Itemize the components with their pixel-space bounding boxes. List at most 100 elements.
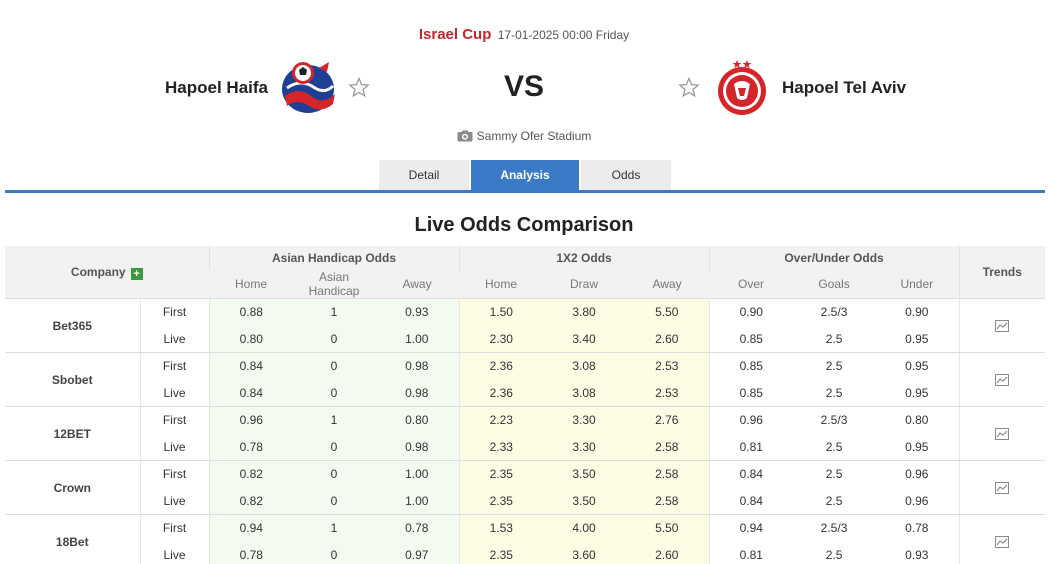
odds-cell-x12-away[interactable]: 2.53 [625,352,710,380]
favorite-away-star-icon[interactable] [677,76,701,100]
odds-cell-ah-away[interactable]: 1.00 [375,460,460,488]
odds-cell-ou-goals[interactable]: 2.5 [793,460,876,488]
odds-cell-ou-under[interactable]: 0.95 [875,433,960,461]
odds-cell-ah-away[interactable]: 0.80 [375,406,460,434]
odds-cell-x12-away[interactable]: 2.53 [625,379,710,407]
odds-cell-x12-draw[interactable]: 3.30 [543,406,626,434]
chart-icon[interactable] [995,428,1010,441]
odds-cell-ou-goals[interactable]: 2.5 [793,379,876,407]
odds-cell-ou-under[interactable]: 0.96 [875,460,960,488]
odds-cell-x12-home[interactable]: 2.23 [458,406,544,434]
odds-cell-ah-handicap[interactable]: 1 [293,514,375,542]
odds-cell-x12-draw[interactable]: 4.00 [543,514,626,542]
odds-cell-x12-home[interactable]: 1.53 [458,514,544,542]
odds-cell-ah-home[interactable]: 0.82 [208,487,293,515]
odds-cell-ah-away[interactable]: 0.78 [375,514,460,542]
odds-cell-ou-goals[interactable]: 2.5 [793,352,876,380]
odds-cell-ou-under[interactable]: 0.93 [875,541,960,564]
odds-cell-ah-away[interactable]: 1.00 [375,487,460,515]
odds-cell-ah-home[interactable]: 0.84 [208,352,293,380]
chart-icon[interactable] [995,482,1010,495]
chart-icon[interactable] [995,374,1010,387]
odds-cell-ah-handicap[interactable]: 0 [293,379,375,407]
odds-cell-ou-over[interactable]: 0.94 [708,514,794,542]
odds-cell-ou-goals[interactable]: 2.5 [793,325,876,353]
odds-cell-x12-home[interactable]: 1.50 [458,298,544,326]
odds-cell-ah-handicap[interactable]: 0 [293,541,375,564]
company-name[interactable]: Sbobet [5,352,141,407]
odds-cell-ou-goals[interactable]: 2.5 [793,487,876,515]
odds-cell-ou-over[interactable]: 0.90 [708,298,794,326]
odds-cell-ah-home[interactable]: 0.78 [208,541,293,564]
company-name[interactable]: 18Bet [5,514,141,564]
odds-cell-x12-draw[interactable]: 3.40 [543,325,626,353]
odds-cell-ou-over[interactable]: 0.81 [708,433,794,461]
company-name[interactable]: Crown [5,460,141,515]
odds-cell-ah-home[interactable]: 0.96 [208,406,293,434]
odds-cell-ou-over[interactable]: 0.96 [708,406,794,434]
league-name[interactable]: Israel Cup [418,26,492,43]
odds-cell-ou-under[interactable]: 0.78 [875,514,960,542]
odds-cell-x12-draw[interactable]: 3.50 [543,487,626,515]
odds-cell-ou-goals[interactable]: 2.5/3 [793,298,876,326]
odds-cell-x12-draw[interactable]: 3.80 [543,298,626,326]
odds-cell-ou-under[interactable]: 0.95 [875,325,960,353]
odds-cell-ah-handicap[interactable]: 0 [293,325,375,353]
odds-cell-ah-home[interactable]: 0.94 [208,514,293,542]
odds-cell-x12-draw[interactable]: 3.60 [543,541,626,564]
plus-icon[interactable]: + [130,267,143,280]
tab-detail[interactable]: Detail [379,160,469,191]
odds-cell-ou-goals[interactable]: 2.5 [793,541,876,564]
away-team-logo[interactable] [713,58,771,116]
odds-cell-ou-under[interactable]: 0.96 [875,487,960,515]
odds-cell-x12-away[interactable]: 2.58 [625,433,710,461]
odds-cell-x12-away[interactable]: 5.50 [625,298,710,326]
odds-cell-ah-handicap[interactable]: 0 [293,487,375,515]
odds-cell-ah-home[interactable]: 0.88 [208,298,293,326]
home-team-logo[interactable] [279,58,337,116]
odds-cell-ah-handicap[interactable]: 0 [293,433,375,461]
odds-cell-x12-away[interactable]: 2.60 [625,325,710,353]
company-name[interactable]: 12BET [5,406,141,461]
odds-cell-ah-handicap[interactable]: 1 [293,406,375,434]
odds-cell-x12-away[interactable]: 2.58 [625,460,710,488]
odds-cell-x12-draw[interactable]: 3.08 [543,352,626,380]
odds-cell-x12-draw[interactable]: 3.50 [543,460,626,488]
odds-cell-ou-over[interactable]: 0.84 [708,487,794,515]
odds-cell-x12-draw[interactable]: 3.08 [543,379,626,407]
chart-icon[interactable] [995,320,1010,333]
chart-icon[interactable] [995,536,1010,549]
odds-cell-ah-home[interactable]: 0.78 [208,433,293,461]
away-team-name[interactable]: Hapoel Tel Aviv [782,78,907,97]
odds-cell-ah-away[interactable]: 0.98 [375,433,460,461]
odds-cell-ah-handicap[interactable]: 0 [293,352,375,380]
favorite-home-star-icon[interactable] [347,76,371,100]
odds-cell-ou-under[interactable]: 0.95 [875,379,960,407]
odds-cell-ou-goals[interactable]: 2.5/3 [793,514,876,542]
odds-cell-ou-under[interactable]: 0.80 [875,406,960,434]
odds-cell-ah-handicap[interactable]: 0 [293,460,375,488]
odds-cell-x12-away[interactable]: 5.50 [625,514,710,542]
odds-cell-ou-over[interactable]: 0.84 [708,460,794,488]
odds-cell-ou-over[interactable]: 0.85 [708,352,794,380]
odds-cell-ah-home[interactable]: 0.80 [208,325,293,353]
odds-cell-ou-over[interactable]: 0.85 [708,325,794,353]
company-name[interactable]: Bet365 [5,298,141,353]
odds-cell-ou-over[interactable]: 0.81 [708,541,794,564]
odds-cell-ah-away[interactable]: 0.93 [375,298,460,326]
odds-cell-x12-home[interactable]: 2.35 [458,487,544,515]
odds-cell-ou-goals[interactable]: 2.5 [793,433,876,461]
odds-cell-x12-away[interactable]: 2.60 [625,541,710,564]
odds-cell-x12-home[interactable]: 2.35 [458,460,544,488]
odds-cell-ou-goals[interactable]: 2.5/3 [793,406,876,434]
odds-cell-x12-home[interactable]: 2.36 [458,352,544,380]
tab-analysis[interactable]: Analysis [471,160,579,191]
odds-cell-ah-home[interactable]: 0.82 [208,460,293,488]
tab-odds[interactable]: Odds [581,160,671,191]
odds-cell-ah-away[interactable]: 0.98 [375,379,460,407]
odds-cell-ou-under[interactable]: 0.90 [875,298,960,326]
odds-cell-ou-under[interactable]: 0.95 [875,352,960,380]
odds-cell-x12-away[interactable]: 2.58 [625,487,710,515]
odds-cell-ah-away[interactable]: 0.98 [375,352,460,380]
odds-cell-ah-away[interactable]: 1.00 [375,325,460,353]
